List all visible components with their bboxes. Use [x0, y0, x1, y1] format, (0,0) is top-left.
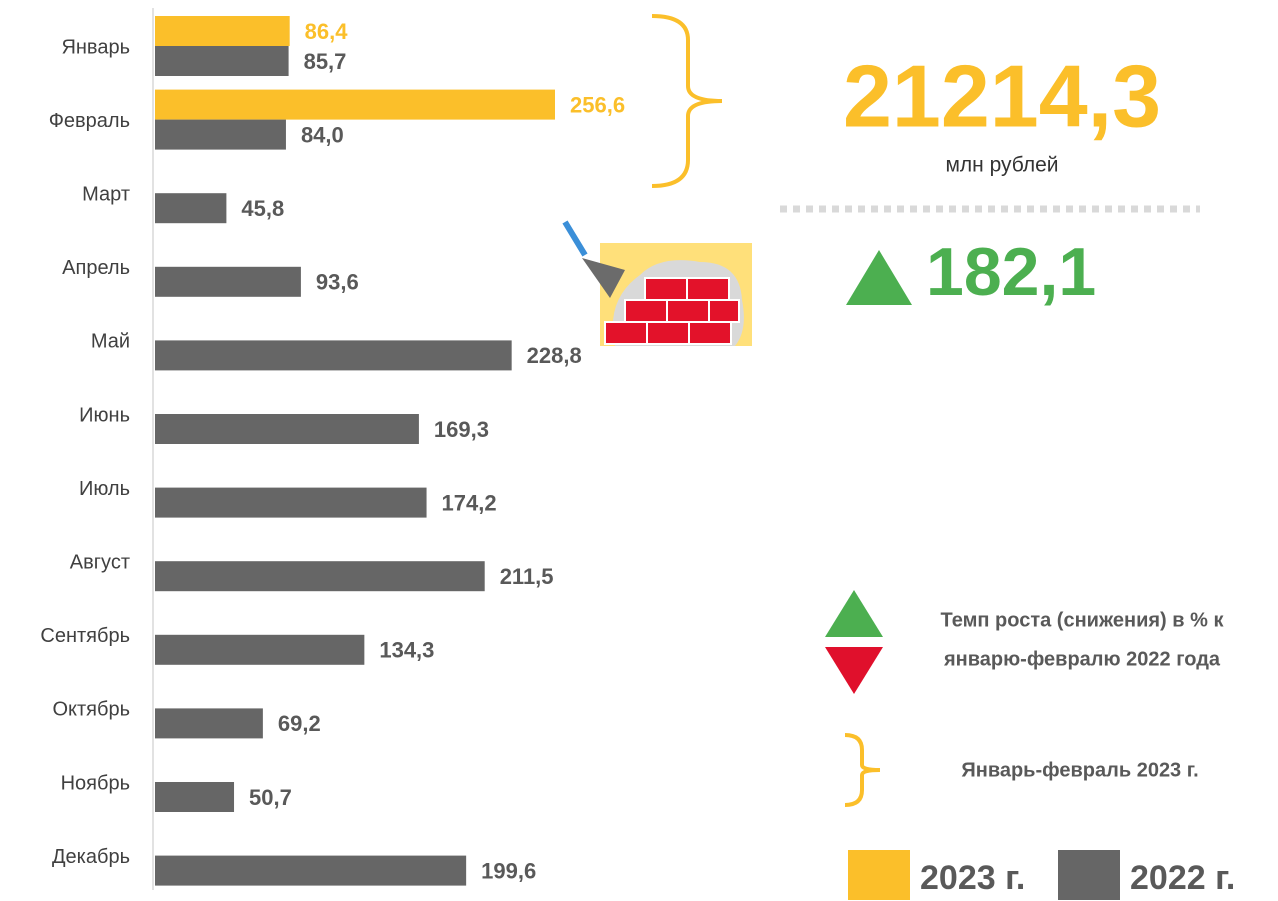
legend-label: 2023 г.: [920, 859, 1025, 897]
bracket-legend-icon: [844, 733, 881, 807]
growth-arrow: [846, 250, 912, 305]
bracket: [651, 14, 723, 188]
value-label: 50,7: [249, 785, 292, 810]
category-label: Март: [82, 183, 130, 205]
bar: [155, 487, 427, 518]
value-label: 69,2: [278, 711, 321, 736]
bar: [155, 16, 290, 46]
growth-legend: Темп роста (снижения) в % к: [941, 609, 1225, 631]
value-label: 169,3: [434, 417, 489, 442]
category-label: Ноябрь: [61, 772, 130, 794]
bar: [155, 561, 485, 592]
category-label: Июнь: [79, 404, 130, 426]
value-label: 256,6: [570, 92, 625, 117]
value-label: 45,8: [241, 196, 284, 221]
bar: [155, 266, 301, 297]
category-label: Июль: [79, 478, 130, 500]
value-label: 174,2: [442, 490, 497, 515]
value-label: 228,8: [527, 343, 582, 368]
bar: [155, 340, 512, 371]
growth-value: 182,1: [926, 234, 1096, 310]
category-label: Август: [70, 551, 130, 573]
category-label: Май: [91, 331, 130, 353]
legend-swatch: [1058, 850, 1120, 900]
value-label: 199,6: [481, 858, 536, 883]
category-label: Январь: [61, 36, 130, 58]
legend-swatch: [848, 850, 910, 900]
bar: [155, 46, 289, 76]
value-label: 86,4: [305, 19, 349, 44]
legend-down-arrow: [825, 647, 883, 694]
bar: [155, 414, 419, 444]
category-label: Февраль: [49, 110, 130, 132]
bar: [155, 855, 467, 886]
total-value: 21214,3: [843, 46, 1161, 145]
category-label: Декабрь: [52, 846, 130, 868]
category-label: Апрель: [62, 257, 130, 279]
growth-legend: январю-февралю 2022 года: [943, 648, 1221, 670]
legend-up-arrow: [825, 590, 883, 637]
value-label: 93,6: [316, 270, 359, 295]
bar: [155, 119, 286, 150]
brick-icon: [562, 220, 752, 346]
legend-label: 2022 г.: [1130, 859, 1235, 897]
bar: [155, 782, 235, 812]
bar: [155, 193, 227, 224]
total-unit: млн рублей: [945, 154, 1058, 177]
bar: [155, 89, 555, 120]
bar: [155, 708, 263, 739]
bracket-legend: Январь-февраль 2023 г.: [961, 759, 1198, 781]
category-label: Октябрь: [52, 699, 130, 721]
value-label: 134,3: [379, 638, 434, 663]
value-label: 211,5: [500, 564, 554, 589]
value-label: 84,0: [301, 122, 344, 147]
category-label: Сентябрь: [40, 625, 130, 647]
bar: [155, 634, 365, 665]
value-label: 85,7: [304, 49, 347, 74]
